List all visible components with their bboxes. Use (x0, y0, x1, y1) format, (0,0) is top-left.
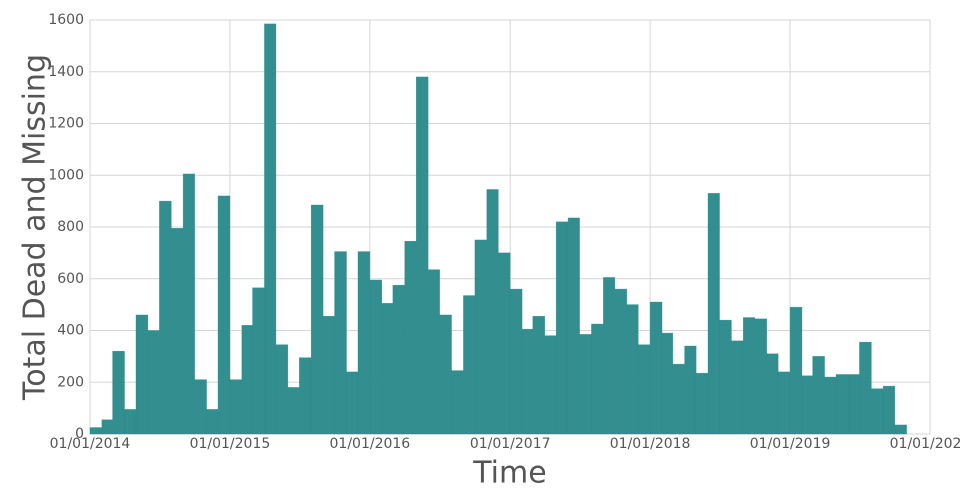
histogram-bar (509, 288, 523, 435)
x-tick-label: 01/01/2019 (750, 436, 831, 452)
histogram-bar (719, 319, 732, 435)
histogram-bar (532, 315, 545, 435)
histogram-bar (591, 323, 604, 435)
x-tick-label: 01/01/2020 (890, 436, 960, 452)
histogram-bar (766, 353, 779, 435)
histogram-bar (252, 287, 265, 435)
histogram-bar (894, 424, 907, 435)
histogram-bar (135, 314, 149, 435)
histogram-bar (603, 277, 616, 435)
histogram-bar (661, 332, 674, 435)
histogram-bar (579, 334, 592, 435)
histogram-bar (229, 379, 243, 435)
histogram-bar (731, 340, 744, 435)
histogram-bar (521, 328, 534, 435)
histogram-bar (217, 195, 231, 435)
histogram-bar (859, 341, 872, 435)
y-tick-label: 1200 (48, 116, 84, 132)
histogram-bar (147, 330, 160, 435)
histogram-bar (812, 356, 825, 435)
histogram-bar (672, 363, 685, 435)
histogram-bar (299, 357, 312, 435)
histogram-bar (101, 419, 113, 435)
histogram-bar (334, 251, 347, 435)
y-tick-label: 1000 (48, 167, 84, 183)
histogram-bar (182, 173, 195, 435)
histogram-bar (194, 379, 207, 435)
histogram-bar (357, 251, 371, 435)
histogram-bar (824, 376, 837, 435)
histogram-bar (159, 200, 172, 435)
histogram-bar (474, 239, 488, 435)
histogram-bar (882, 385, 896, 435)
histogram-bar (835, 374, 849, 435)
histogram-bar (463, 295, 476, 435)
histogram-bar (567, 217, 580, 435)
histogram-bar (264, 23, 277, 435)
histogram-bar (486, 189, 499, 435)
histogram-bar (439, 314, 452, 435)
histogram-bar (310, 204, 324, 435)
histogram-bar (742, 317, 756, 435)
histogram-bar (707, 193, 720, 435)
histogram-bar (626, 304, 639, 435)
y-tick-label: 1600 (48, 12, 84, 28)
histogram-bar (322, 315, 335, 435)
histogram-bar (241, 325, 253, 435)
histogram-bar (381, 303, 394, 435)
y-tick-label: 200 (57, 374, 84, 390)
histogram-bar (684, 345, 697, 435)
y-tick-label: 800 (57, 219, 84, 235)
histogram-bar (789, 306, 803, 435)
histogram-bar (89, 427, 103, 435)
histogram-bar (777, 371, 791, 435)
histogram-bar (614, 288, 628, 435)
histogram-bar (415, 76, 429, 435)
histogram-bar (637, 344, 651, 435)
histogram-bar (392, 284, 406, 435)
x-axis-title: Time (472, 456, 546, 491)
x-tick-label: 01/01/2018 (610, 436, 691, 452)
histogram-bar (346, 371, 359, 435)
histogram-bar (112, 350, 125, 435)
histogram-bar (404, 240, 417, 435)
histogram-bar (124, 409, 137, 435)
histogram-bar (498, 252, 511, 435)
x-tick-label: 01/01/2015 (190, 436, 271, 452)
histogram-bar (801, 375, 813, 435)
histogram-bar (649, 301, 663, 435)
histogram-bar (871, 388, 884, 435)
x-tick-label: 01/01/2014 (50, 436, 131, 452)
histogram-bar (754, 318, 767, 435)
y-tick-label: 600 (57, 271, 84, 287)
histogram-bar (206, 409, 219, 435)
y-tick-label: 1400 (48, 64, 84, 80)
y-tick-label: 0 (75, 426, 84, 442)
histogram-bar (275, 344, 289, 435)
histogram-bar (695, 372, 709, 435)
histogram-bar (451, 370, 464, 435)
x-tick-label: 01/01/2017 (470, 436, 551, 452)
histogram-bar (847, 374, 860, 435)
y-axis-title: Total Dead and Missing (18, 54, 53, 401)
histogram-bar (369, 279, 383, 435)
histogram-bar (170, 227, 184, 435)
histogram-bar (427, 269, 440, 435)
y-tick-label: 400 (57, 323, 84, 339)
histogram-bar (555, 221, 569, 435)
histogram-bar (287, 387, 300, 435)
histogram-bar (544, 335, 557, 435)
x-tick-label: 01/01/2016 (330, 436, 411, 452)
